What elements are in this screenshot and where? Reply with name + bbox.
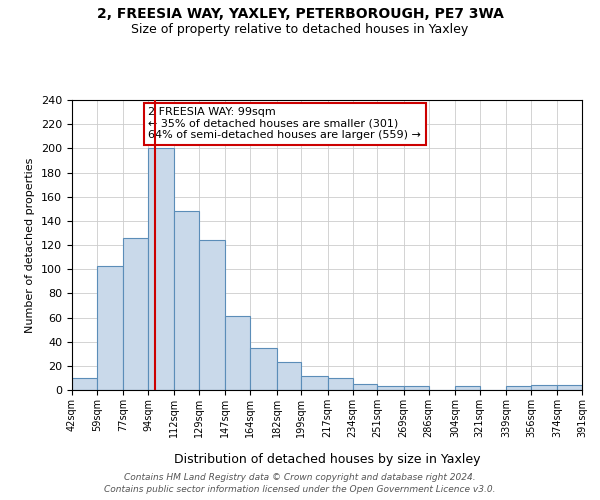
Bar xyxy=(353,384,377,390)
Bar xyxy=(72,378,97,390)
Text: 2 FREESIA WAY: 99sqm
← 35% of detached houses are smaller (301)
64% of semi-deta: 2 FREESIA WAY: 99sqm ← 35% of detached h… xyxy=(149,108,421,140)
Text: Distribution of detached houses by size in Yaxley: Distribution of detached houses by size … xyxy=(174,452,480,466)
Bar xyxy=(377,386,404,390)
Bar xyxy=(328,378,353,390)
Bar xyxy=(174,211,199,390)
Bar xyxy=(277,362,301,390)
Bar xyxy=(123,238,148,390)
Bar xyxy=(404,386,428,390)
Y-axis label: Number of detached properties: Number of detached properties xyxy=(25,158,35,332)
Text: Size of property relative to detached houses in Yaxley: Size of property relative to detached ho… xyxy=(131,22,469,36)
Bar xyxy=(557,385,582,390)
Text: Contains public sector information licensed under the Open Government Licence v3: Contains public sector information licen… xyxy=(104,485,496,494)
Bar xyxy=(148,148,174,390)
Bar xyxy=(506,386,531,390)
Text: 2, FREESIA WAY, YAXLEY, PETERBOROUGH, PE7 3WA: 2, FREESIA WAY, YAXLEY, PETERBOROUGH, PE… xyxy=(97,8,503,22)
Bar xyxy=(97,266,123,390)
Text: Contains HM Land Registry data © Crown copyright and database right 2024.: Contains HM Land Registry data © Crown c… xyxy=(124,472,476,482)
Bar xyxy=(250,348,277,390)
Bar xyxy=(531,385,557,390)
Bar xyxy=(455,386,480,390)
Bar xyxy=(199,240,226,390)
Bar xyxy=(301,376,328,390)
Bar xyxy=(226,316,250,390)
